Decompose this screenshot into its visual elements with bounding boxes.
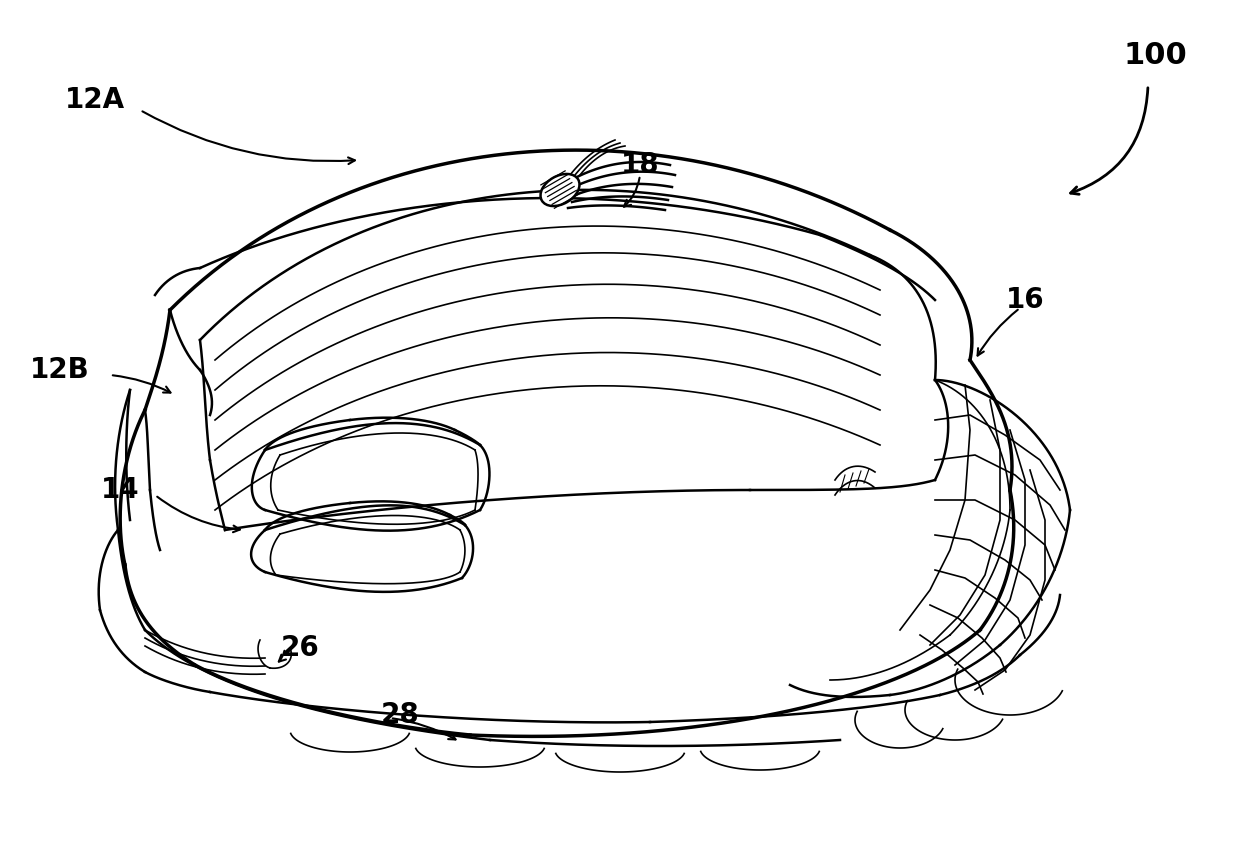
Text: 12A: 12A [64,86,125,114]
Text: 18: 18 [621,151,660,179]
Text: 100: 100 [1123,40,1187,70]
Text: 16: 16 [1006,286,1044,314]
Text: 28: 28 [381,701,419,729]
Text: 12B: 12B [30,356,89,384]
Text: 26: 26 [280,634,320,662]
Text: 14: 14 [100,476,139,504]
Ellipse shape [541,174,579,206]
